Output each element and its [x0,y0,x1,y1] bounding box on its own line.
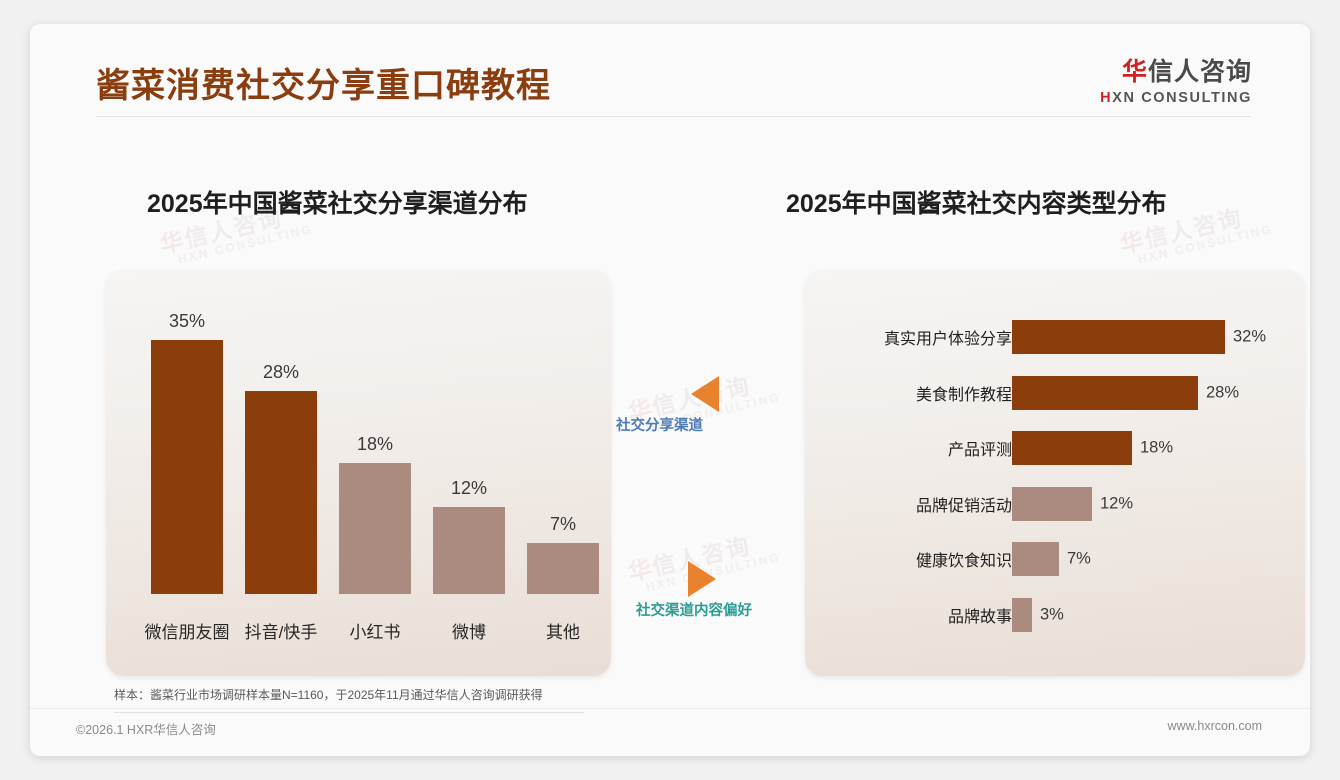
bar-value-label: 7% [1067,549,1091,568]
horizontal-bar [1012,487,1092,521]
bar-category-label: 微博 [452,623,486,642]
bar-category-label: 其他 [546,623,580,642]
watermark-cn-accent: 华 [157,226,188,258]
horizontal-bar-group: 品牌故事 3% [840,598,1290,632]
bar-value-label: 28% [262,362,300,382]
vertical-bar [527,543,599,594]
logo-rest-chars: 信人咨询 [1147,58,1252,86]
bar-value-label: 12% [450,478,488,498]
watermark-en: HXN CONSULTING [1136,221,1275,267]
horizontal-bar-group: 健康饮食知识 7% [840,542,1290,576]
horizontal-bar-group: 产品评测 18% [840,431,1290,465]
bar-category-label: 品牌故事 [947,609,1012,626]
horizontal-bar-group: 品牌促销活动 12% [840,487,1290,521]
vertical-bar [245,391,317,594]
horizontal-bar-chart: 真实用户体验分享 32% 美食制作教程 28% 产品评测 18% 品牌促销活动 12% 健康饮食… [840,320,1290,650]
bar-category-label: 产品评测 [947,442,1012,459]
horizontal-bar-group: 美食制作教程 28% [840,376,1290,410]
bar-category-label: 微信朋友圈 [144,623,230,642]
horizontal-bar [1012,542,1059,576]
horizontal-bar [1012,320,1225,354]
sample-note: 样本：酱菜行业市场调研样本量N=1160，于2025年11月通过华信人咨询调研获… [114,686,584,713]
watermark-en: HXN CONSULTING [176,221,315,267]
bar-category-label: 美食制作教程 [915,387,1012,404]
annotation-label: 社交渠道内容偏好 [636,603,752,619]
vertical-bar-chart: 35% 微信朋友圈 28% 抖音/快手 18% 小红书 12% 微博 7% 其他 [140,311,610,642]
vertical-bar-group: 28% 抖音/快手 [245,340,318,642]
logo-english-text: HXN CONSULTING [1100,91,1252,106]
watermark-cn-accent: 华 [625,554,656,586]
header-divider [96,116,1251,117]
annotation-label: 社交分享渠道 [616,418,703,434]
logo-en-accent: H [1100,90,1113,106]
vertical-bar-group: 35% 微信朋友圈 [145,311,230,642]
bar-category-label: 抖音/快手 [244,623,318,642]
bar-value-label: 32% [1233,327,1267,346]
bar-value-label: 35% [168,311,206,331]
bar-value-label: 12% [1100,494,1134,513]
vertical-bar [151,340,223,594]
vertical-bar-group: 18% 小红书 [339,340,411,642]
bar-category-label: 小红书 [349,623,401,642]
watermark-cn-accent: 华 [1117,226,1148,258]
bar-value-label: 18% [1140,438,1174,457]
bar-value-label: 7% [549,514,577,534]
triangle-left-icon [691,376,719,412]
horizontal-bar [1012,376,1198,410]
horizontal-bar-group: 真实用户体验分享 32% [840,320,1290,354]
bar-category-label: 品牌促销活动 [915,498,1012,515]
slide-header: 酱菜消费社交分享重口碑教程 华信人咨询 HXN CONSULTING [30,24,1310,118]
bar-category-label: 健康饮食知识 [915,553,1012,570]
horizontal-bar [1012,431,1132,465]
logo-accent-char: 华 [1121,58,1148,86]
footer-divider [30,708,1310,709]
bar-value-label: 18% [356,434,394,454]
page-title: 酱菜消费社交分享重口碑教程 [96,67,551,105]
footer-copyright: ©2026.1 HXR华信人咨询 [76,723,216,737]
logo-en-rest: XN CONSULTING [1112,90,1252,106]
bar-value-label: 3% [1040,605,1064,624]
vertical-bar-group: 12% 微博 [433,340,505,642]
horizontal-bar [1012,598,1032,632]
vertical-bar [433,507,505,594]
vertical-bar [339,463,411,594]
slide-canvas: 酱菜消费社交分享重口碑教程 华信人咨询 HXN CONSULTING 华信人咨询… [30,24,1310,756]
triangle-right-icon [688,561,716,597]
bar-category-label: 真实用户体验分享 [883,331,1012,348]
bar-value-label: 28% [1206,383,1240,402]
right-chart-title: 2025年中国酱菜社交内容类型分布 [786,190,1167,218]
company-logo: 华信人咨询 HXN CONSULTING [1100,60,1252,106]
logo-chinese-text: 华信人咨询 [1100,60,1252,85]
footer-website: www.hxrcon.com [1167,719,1262,733]
vertical-bar-group: 7% 其他 [527,340,599,642]
left-chart-title: 2025年中国酱菜社交分享渠道分布 [147,190,528,218]
